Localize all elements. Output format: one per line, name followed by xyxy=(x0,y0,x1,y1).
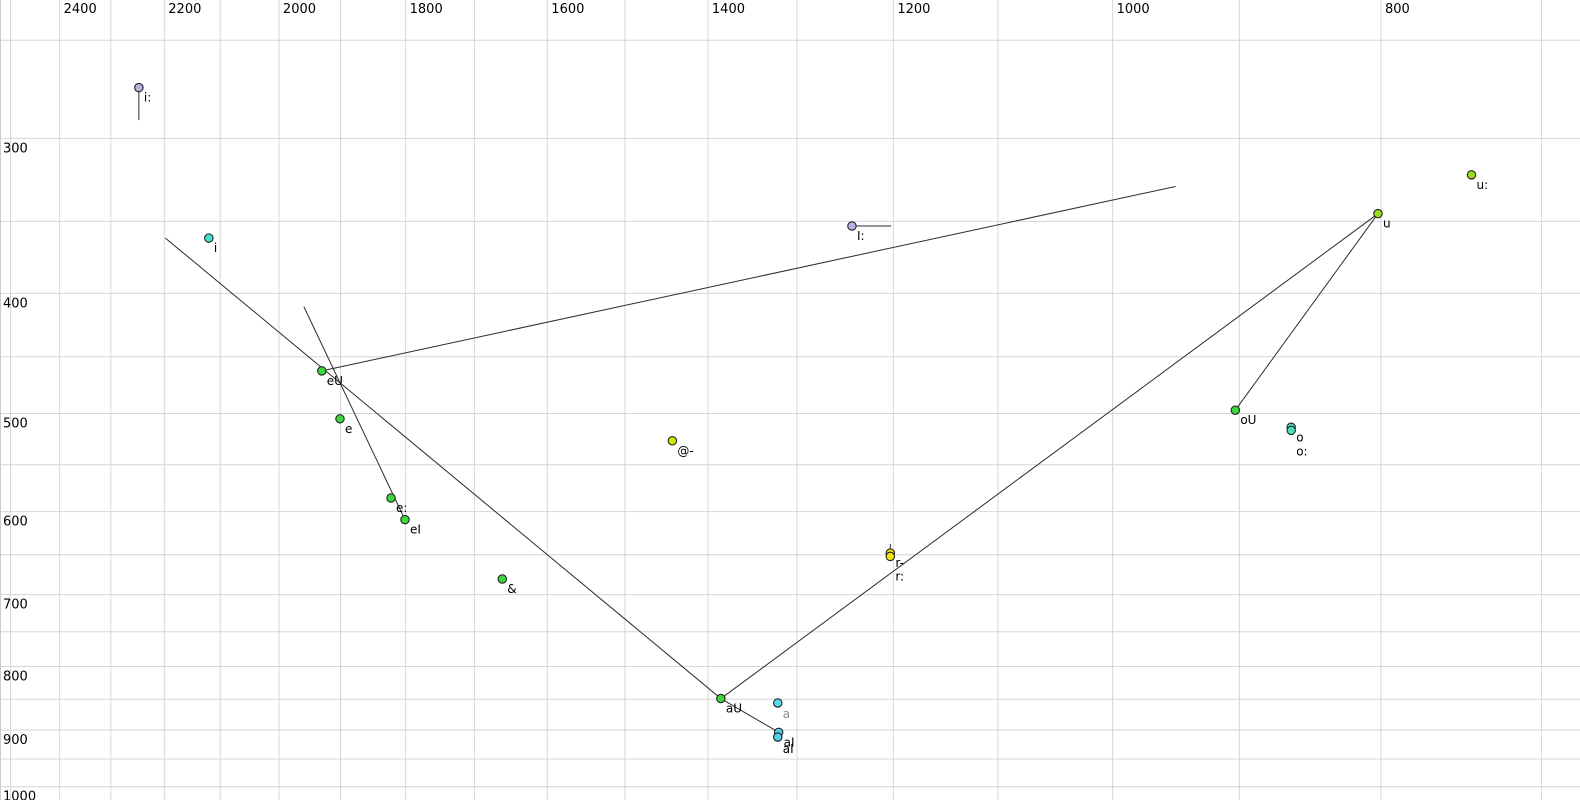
x-axis-tick-label-800: 800 xyxy=(1385,2,1410,17)
point-label-r:: r: xyxy=(895,569,904,583)
trajectory-line-1 xyxy=(720,698,779,733)
trajectory-line-0 xyxy=(165,237,722,699)
data-point-&[interactable] xyxy=(497,574,508,584)
y-axis-tick-label-800: 800 xyxy=(3,670,28,685)
x-axis-tick-label-2200: 2200 xyxy=(168,2,201,17)
x-axis-tick-label-1200: 1200 xyxy=(897,2,930,17)
data-point-u[interactable] xyxy=(1373,208,1383,219)
x-axis-tick-label-1800: 1800 xyxy=(410,2,443,17)
y-axis-tick-label-700: 700 xyxy=(3,598,28,613)
data-point-u:[interactable] xyxy=(1466,170,1477,180)
data-point-aU[interactable] xyxy=(716,693,726,704)
point-label-e: e xyxy=(345,422,352,436)
data-point-@-[interactable] xyxy=(667,436,678,446)
point-label-&: & xyxy=(507,582,516,596)
point-label-aU: aU xyxy=(726,702,742,716)
data-point-eI[interactable] xyxy=(400,514,410,525)
trajectory-line-3 xyxy=(321,185,1176,372)
point-label-i:: i: xyxy=(144,91,151,105)
data-point-r:[interactable] xyxy=(885,551,896,562)
data-point-oU[interactable] xyxy=(1230,405,1241,415)
data-point-e[interactable] xyxy=(335,414,345,424)
x-axis-tick-label-1000: 1000 xyxy=(1117,2,1150,17)
point-label-eI: eI xyxy=(410,523,421,537)
y-axis-tick-label-500: 500 xyxy=(3,416,28,431)
point-label-aI: aI xyxy=(784,735,795,749)
data-point-aI[interactable] xyxy=(773,732,783,742)
y-axis-tick-label-600: 600 xyxy=(3,515,28,530)
trajectory-line-4 xyxy=(1234,213,1379,411)
data-point-a[interactable] xyxy=(773,698,783,708)
point-label-u:: u: xyxy=(1477,178,1489,192)
x-axis-tick-label-1600: 1600 xyxy=(551,2,584,17)
data-point-e:[interactable] xyxy=(386,493,396,503)
trajectory-line-5 xyxy=(720,213,1379,699)
point-label-o: o xyxy=(1296,430,1303,444)
point-label-u: u xyxy=(1383,217,1391,231)
x-axis-tick-label-2400: 2400 xyxy=(64,2,97,17)
point-label-eU: eU xyxy=(327,374,343,388)
x-axis-tick-label-1400: 1400 xyxy=(712,2,745,17)
y-axis-tick-label-1000: 1000 xyxy=(3,790,36,800)
y-axis-tick-label-400: 400 xyxy=(3,296,28,311)
data-point-i[interactable] xyxy=(204,233,214,243)
trajectory-line-2 xyxy=(303,306,406,520)
point-label-aI: aI xyxy=(783,742,794,756)
point-label-@-: @- xyxy=(677,444,693,458)
data-point-i:[interactable] xyxy=(134,82,144,93)
point-label-I:: I: xyxy=(857,229,865,243)
y-axis-tick-label-300: 300 xyxy=(3,141,28,156)
data-point-eU[interactable] xyxy=(317,366,327,376)
point-label-r-: r- xyxy=(895,556,904,570)
data-point-I:[interactable] xyxy=(847,221,857,231)
point-label-oU: oU xyxy=(1240,413,1256,427)
x-axis-tick-label-2000: 2000 xyxy=(283,2,316,17)
data-point-o:[interactable] xyxy=(1286,425,1296,436)
y-axis-tick-label-900: 900 xyxy=(3,733,28,748)
point-label-o:: o: xyxy=(1296,444,1307,458)
point-label-i: i xyxy=(214,241,217,255)
point-label-a: a xyxy=(783,707,790,721)
point-label-e:: e: xyxy=(396,501,407,515)
